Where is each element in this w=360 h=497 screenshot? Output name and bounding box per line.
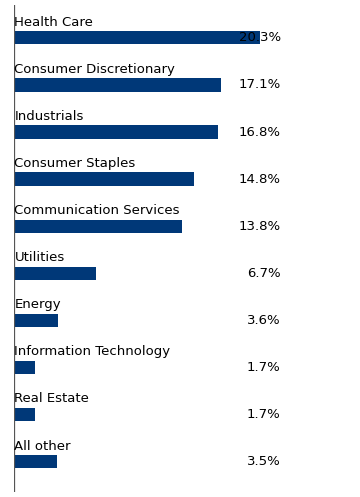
Text: Utilities: Utilities (14, 251, 65, 264)
Bar (14, 79, 221, 91)
Text: 3.6%: 3.6% (247, 314, 281, 327)
Text: All other: All other (14, 439, 71, 452)
Text: Consumer Discretionary: Consumer Discretionary (14, 63, 175, 76)
Bar (14, 408, 35, 421)
Bar (14, 125, 218, 139)
Bar (14, 220, 181, 233)
Text: 6.7%: 6.7% (247, 267, 281, 280)
Text: 3.5%: 3.5% (247, 455, 281, 468)
Text: 14.8%: 14.8% (239, 172, 281, 185)
Bar (14, 266, 95, 280)
Bar (14, 172, 194, 186)
Text: Information Technology: Information Technology (14, 345, 171, 358)
Text: 16.8%: 16.8% (239, 126, 281, 139)
Text: Health Care: Health Care (14, 16, 93, 29)
Bar (14, 31, 260, 45)
Text: 1.7%: 1.7% (247, 408, 281, 421)
Text: Energy: Energy (14, 298, 61, 311)
Text: Consumer Staples: Consumer Staples (14, 157, 136, 170)
Text: Communication Services: Communication Services (14, 204, 180, 217)
Text: 1.7%: 1.7% (247, 361, 281, 374)
Text: 13.8%: 13.8% (239, 220, 281, 233)
Bar (14, 314, 58, 327)
Bar (14, 455, 57, 468)
Text: 17.1%: 17.1% (239, 79, 281, 91)
Text: 20.3%: 20.3% (239, 31, 281, 44)
Bar (14, 361, 35, 374)
Text: Real Estate: Real Estate (14, 393, 89, 406)
Text: Industrials: Industrials (14, 110, 84, 123)
